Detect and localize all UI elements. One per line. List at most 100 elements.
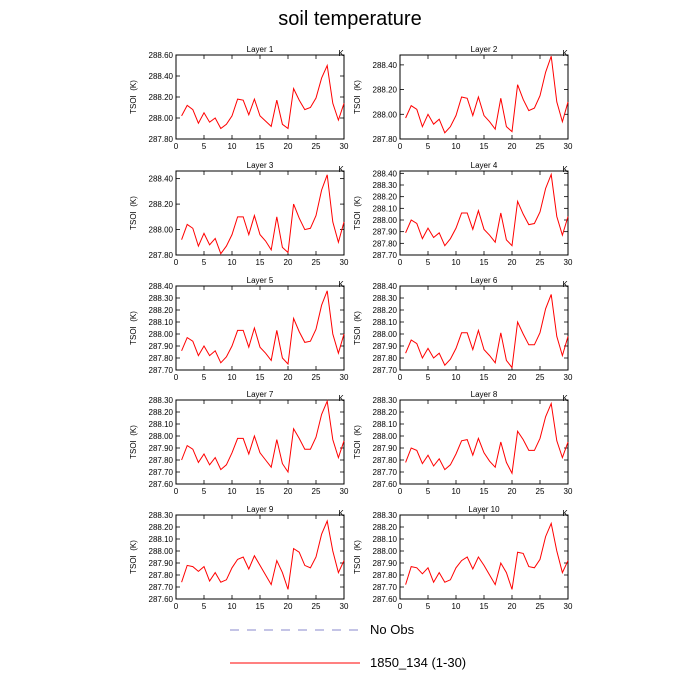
x-tick-label: 25 — [312, 373, 321, 382]
panel-layer-1: Layer 1 K TSOI (K) 0 5 10 15 20 25 30 287.80 288.00… — [129, 45, 349, 151]
y-tick-label: 287.70 — [149, 366, 174, 375]
y-tick-label: 288.30 — [149, 511, 174, 520]
plot-frame — [399, 170, 569, 256]
y-tick-label: 287.90 — [149, 342, 174, 351]
y-tick-label: 287.70 — [373, 583, 398, 592]
y-tick-label: 288.20 — [373, 523, 398, 532]
panel-title: Layer 4 — [471, 161, 498, 170]
y-tick-label: 287.60 — [373, 480, 398, 489]
y-tick-label: 287.80 — [149, 251, 174, 260]
y-tick-label: 288.20 — [373, 306, 398, 315]
x-tick-label: 5 — [426, 487, 431, 496]
panel-layer-8: Layer 8 K TSOI (K) 0 5 10 15 20 25 30 287.60 287.70… — [353, 390, 573, 496]
plot-frame — [399, 285, 569, 371]
x-tick-label: 20 — [508, 258, 517, 267]
x-tick-label: 15 — [256, 142, 265, 151]
panel-layer-10: Layer 10 K TSOI (K) 0 5 10 15 20 25 30 287.60 287.7… — [353, 505, 573, 611]
x-tick-label: 0 — [398, 602, 403, 611]
series-line — [181, 174, 345, 255]
panel-title: Layer 1 — [247, 45, 274, 54]
panel-title: Layer 2 — [471, 45, 498, 54]
y-tick-label: 288.20 — [149, 93, 174, 102]
y-tick-label: 288.20 — [149, 408, 174, 417]
y-tick-label: 287.90 — [373, 444, 398, 453]
x-tick-label: 25 — [312, 602, 321, 611]
y-tick-label: 287.70 — [149, 468, 174, 477]
y-tick-label: 288.00 — [149, 114, 174, 123]
x-tick-label: 30 — [564, 258, 573, 267]
y-axis-label: TSOI (K) — [129, 311, 138, 345]
x-tick-label: 25 — [312, 142, 321, 151]
series-line — [405, 294, 569, 369]
y-tick-label: 288.40 — [373, 169, 398, 178]
panel-layer-7: Layer 7 K TSOI (K) 0 5 10 15 20 25 30 287.60 287.70… — [129, 390, 349, 496]
x-tick-label: 30 — [340, 142, 349, 151]
y-tick-label: 288.30 — [373, 181, 398, 190]
y-tick-label: 288.20 — [373, 193, 398, 202]
x-tick-label: 15 — [256, 602, 265, 611]
x-tick-label: 20 — [508, 373, 517, 382]
plot-frame — [399, 399, 569, 485]
x-tick-label: 15 — [256, 373, 265, 382]
units-label: K — [562, 49, 568, 58]
y-tick-label: 287.80 — [373, 239, 398, 248]
panel-layer-6: Layer 6 K TSOI (K) 0 5 10 15 20 25 30 287.70 287.80… — [353, 276, 573, 382]
plot-frame — [399, 54, 569, 140]
x-tick-label: 25 — [536, 487, 545, 496]
y-tick-label: 288.30 — [373, 396, 398, 405]
x-tick-label: 30 — [340, 258, 349, 267]
y-tick-label: 288.10 — [373, 420, 398, 429]
y-axis-label: TSOI (K) — [353, 425, 362, 459]
x-tick-label: 25 — [312, 487, 321, 496]
y-tick-label: 288.30 — [149, 294, 174, 303]
y-tick-label: 287.90 — [373, 228, 398, 237]
plot-frame — [175, 170, 345, 256]
plot-frame — [175, 514, 345, 600]
units-label: K — [338, 165, 344, 174]
x-tick-label: 0 — [174, 487, 179, 496]
x-tick-label: 15 — [480, 602, 489, 611]
y-axis-label: TSOI (K) — [129, 425, 138, 459]
series-line — [405, 401, 569, 475]
series-line — [405, 521, 569, 590]
panel-title: Layer 9 — [247, 505, 274, 514]
x-tick-label: 10 — [452, 258, 461, 267]
y-tick-label: 287.90 — [149, 444, 174, 453]
x-tick-label: 10 — [228, 142, 237, 151]
x-tick-label: 25 — [536, 602, 545, 611]
x-tick-label: 5 — [202, 142, 207, 151]
y-tick-label: 288.20 — [149, 200, 174, 209]
y-tick-label: 288.00 — [149, 432, 174, 441]
x-tick-label: 0 — [174, 142, 179, 151]
x-tick-label: 30 — [564, 602, 573, 611]
y-tick-label: 288.40 — [149, 72, 174, 81]
y-tick-label: 288.60 — [149, 51, 174, 60]
y-tick-label: 287.80 — [373, 354, 398, 363]
y-tick-label: 287.60 — [149, 480, 174, 489]
series-line — [181, 63, 345, 130]
y-tick-label: 288.00 — [373, 547, 398, 556]
y-tick-label: 287.60 — [373, 595, 398, 604]
x-tick-label: 15 — [480, 487, 489, 496]
x-tick-label: 0 — [398, 487, 403, 496]
series-line — [405, 172, 569, 247]
y-tick-label: 288.00 — [373, 330, 398, 339]
x-tick-label: 0 — [174, 373, 179, 382]
panel-layer-9: Layer 9 K TSOI (K) 0 5 10 15 20 25 30 287.60 287.70… — [129, 505, 349, 611]
x-tick-label: 0 — [398, 373, 403, 382]
y-tick-label: 288.40 — [149, 282, 174, 291]
units-label: K — [338, 280, 344, 289]
panel-layer-3: Layer 3 K TSOI (K) 0 5 10 15 20 25 30 287.80 288.00… — [129, 161, 349, 267]
y-tick-label: 287.90 — [373, 559, 398, 568]
x-tick-label: 20 — [284, 258, 293, 267]
y-tick-label: 287.90 — [149, 559, 174, 568]
y-tick-label: 288.00 — [373, 110, 398, 119]
plot-frame — [175, 285, 345, 371]
y-tick-label: 288.20 — [373, 408, 398, 417]
x-tick-label: 0 — [174, 602, 179, 611]
plot-frame — [175, 399, 345, 485]
units-label: K — [562, 280, 568, 289]
series-line — [181, 519, 345, 590]
x-tick-label: 5 — [426, 602, 431, 611]
panel-layer-4: Layer 4 K TSOI (K) 0 5 10 15 20 25 30 287.70 287.80… — [353, 161, 573, 267]
